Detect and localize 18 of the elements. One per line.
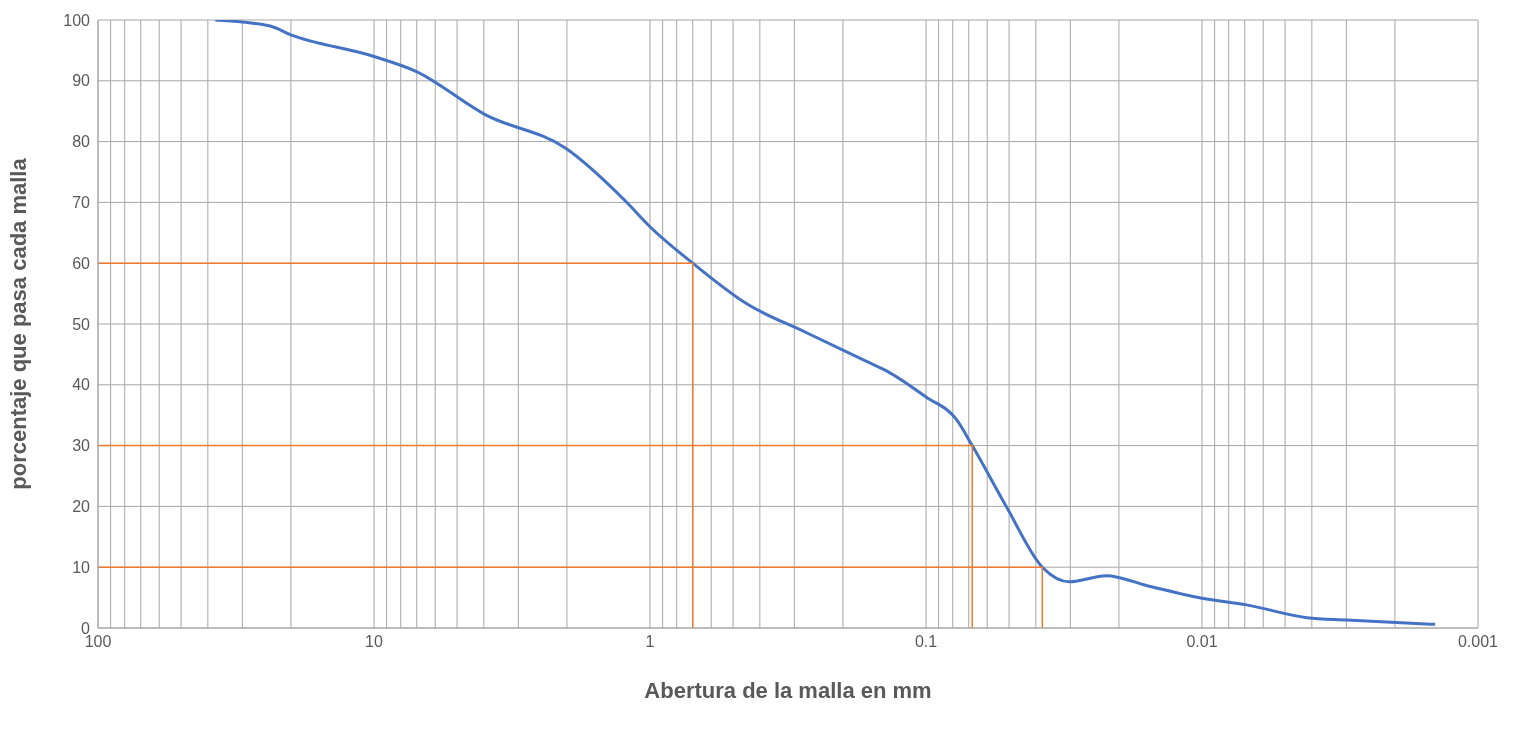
x-tick-label: 0.1 [914, 633, 938, 651]
x-tick-label: 1 [645, 633, 655, 651]
y-tick-label: 60 [72, 254, 91, 272]
y-tick-label: 100 [63, 11, 91, 29]
y-tick-label: 90 [72, 72, 91, 90]
y-tick-label: 20 [72, 498, 91, 516]
x-tick-label: 0.01 [1186, 633, 1218, 651]
y-tick-label: 70 [72, 194, 91, 212]
y-tick-label: 10 [72, 558, 91, 576]
x-tick-label: 100 [84, 633, 112, 651]
y-tick-label: 30 [72, 437, 91, 455]
y-tick-label: 40 [72, 376, 91, 394]
y-axis-title: porcentaje que pasa cada malla [5, 157, 31, 490]
x-tick-label: 0.001 [1457, 633, 1499, 651]
x-tick-label: 10 [365, 633, 383, 651]
x-axis-title: Abertura de la malla en mm [644, 678, 932, 703]
y-tick-label: 80 [72, 133, 91, 151]
y-tick-label: 50 [72, 315, 91, 333]
